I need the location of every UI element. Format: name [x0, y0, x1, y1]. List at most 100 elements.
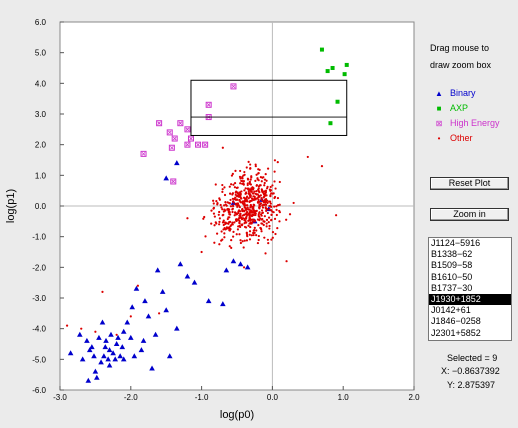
- other-point: [252, 231, 255, 235]
- other-point: [274, 232, 277, 236]
- other-point: [241, 176, 244, 179]
- other-point: [255, 197, 259, 200]
- list-item[interactable]: J0142+61: [431, 305, 471, 316]
- zoom-box-outline: [190, 79, 348, 136]
- binary-point: [124, 319, 131, 325]
- binary-point: [140, 337, 147, 343]
- other-point: [242, 246, 245, 249]
- other-point: [253, 226, 256, 229]
- other-point: [258, 203, 261, 206]
- binary-point: [86, 347, 93, 353]
- binary-point: [220, 301, 226, 307]
- other-point: [222, 220, 225, 224]
- binary-point: [106, 347, 113, 353]
- zoom-box: [190, 79, 348, 136]
- other-point: [253, 197, 257, 200]
- other-point: [231, 197, 234, 200]
- list-item[interactable]: B1509−58: [431, 260, 473, 271]
- other-point: [247, 224, 250, 227]
- binary-point: [128, 334, 134, 340]
- zoom-in-button[interactable]: Zoom in: [430, 208, 509, 221]
- other-point: [266, 167, 270, 170]
- other-point: [273, 180, 276, 183]
- other-point: [252, 203, 255, 206]
- legend-label: Binary: [450, 88, 476, 98]
- other-point: [253, 210, 256, 213]
- other-point: [242, 182, 245, 185]
- other-point: [229, 224, 232, 227]
- other-point: [243, 239, 246, 242]
- legend-marker-icon: •: [437, 133, 441, 143]
- other-point: [215, 200, 218, 203]
- binary-point: [92, 368, 99, 374]
- axp-point: [319, 47, 324, 52]
- list-item[interactable]: J2301+5852: [431, 327, 481, 338]
- other-point: [158, 312, 161, 315]
- list-item[interactable]: B1610−50: [431, 271, 473, 282]
- other-point: [250, 214, 254, 218]
- binary-point: [67, 350, 74, 356]
- other-point: [245, 239, 249, 242]
- binary-point: [77, 331, 83, 337]
- data-points: [65, 47, 349, 383]
- other-point: [224, 200, 227, 204]
- other-point: [271, 236, 274, 239]
- other-point: [240, 197, 243, 200]
- list-item[interactable]: J1846−0258: [431, 316, 481, 327]
- other-point: [268, 208, 271, 211]
- list-item[interactable]: B1737−30: [431, 282, 473, 293]
- other-point: [245, 215, 248, 218]
- binary-point: [133, 285, 140, 291]
- legend-item-high-energy: ⊠ High Energy: [434, 118, 500, 128]
- binary-point: [120, 356, 127, 362]
- list-item[interactable]: J1124−5916: [431, 238, 481, 248]
- other-point: [269, 202, 272, 205]
- legend-label: AXP: [450, 103, 469, 113]
- other-point: [239, 169, 242, 173]
- other-point: [204, 235, 207, 238]
- other-point: [263, 184, 266, 187]
- binary-point: [84, 337, 90, 343]
- other-point: [248, 230, 252, 233]
- other-point: [267, 242, 270, 245]
- y-tick-label: 2.0: [35, 141, 47, 150]
- other-point: [236, 202, 240, 205]
- other-point: [231, 221, 234, 224]
- other-point: [260, 197, 263, 200]
- other-point: [270, 218, 273, 222]
- legend-item-binary: ▲ Binary: [434, 88, 476, 98]
- other-point: [223, 186, 226, 189]
- x-tick-label: -3.0: [53, 393, 67, 402]
- other-point: [243, 213, 246, 216]
- other-point: [221, 188, 224, 191]
- high-energy-point: [140, 150, 147, 157]
- other-point: [227, 222, 230, 225]
- other-point: [276, 196, 280, 200]
- other-point: [94, 330, 97, 333]
- other-point: [239, 212, 242, 215]
- pulsar-list[interactable]: J1124−5916 B1338−62 B1509−58 B1610−50 B1737−…: [428, 237, 512, 341]
- other-point: [255, 184, 258, 187]
- binary-point: [163, 175, 169, 181]
- other-point: [235, 219, 238, 222]
- hint-line-1: Drag mouse to: [430, 43, 490, 53]
- list-item[interactable]: J1930+1852: [429, 294, 511, 306]
- other-point: [239, 241, 242, 245]
- other-point: [233, 214, 236, 217]
- list-item[interactable]: B1338−62: [431, 249, 473, 260]
- reset-plot-button[interactable]: Reset Plot: [430, 177, 509, 190]
- y-tick-label: -6.0: [32, 386, 46, 395]
- other-point: [278, 220, 281, 223]
- binary-point: [149, 365, 155, 371]
- other-point: [227, 216, 230, 219]
- other-point: [273, 205, 276, 208]
- binary-point: [138, 347, 145, 353]
- high-energy-point: [230, 83, 237, 90]
- other-point: [249, 188, 252, 192]
- other-point: [265, 218, 269, 221]
- other-point: [236, 205, 239, 208]
- other-point: [257, 194, 261, 197]
- other-point: [260, 209, 264, 212]
- high-energy-point: [202, 141, 209, 148]
